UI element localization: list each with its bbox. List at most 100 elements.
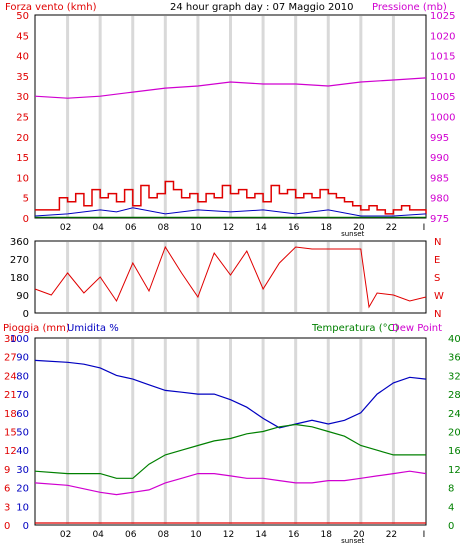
pressure-y-tick-3: 990 [430,153,449,164]
wind-y-tick-5: 25 [16,113,29,124]
humidity-y-tick-7: 70 [16,390,29,401]
x-tick-label-0-11: I [423,223,426,233]
x-tick-label-1-10: 22 [386,530,397,540]
rain-y-tick-3: 9 [4,465,10,476]
x-tick-label-0-3: 08 [158,223,170,233]
wind-y-tick-2: 10 [16,173,29,184]
direction-y-tick-1: 90 [16,291,29,302]
x-tick-label-1-6: 14 [255,530,267,540]
sunset-label-0: sunset [341,230,364,238]
direction-y-tick-0: 0 [23,309,29,320]
x-tick-label-0-1: 04 [92,223,104,233]
temperature-y-tick-2: 8 [448,484,454,495]
compass-y-tick-4: N [434,237,441,248]
x-tick-label-0-10: 22 [386,223,397,233]
wind-y-tick-0: 0 [23,214,29,225]
pressure-y-tick-10: 1025 [430,11,455,22]
pressure-y-tick-9: 1020 [430,31,455,42]
pressure-y-tick-1: 980 [430,194,449,205]
wind-y-tick-10: 50 [16,11,29,22]
dewpoint-axis-title: Dew Point [392,323,442,334]
rain-y-tick-10: 30 [4,334,17,345]
wind-gust-line [35,180,427,215]
chart-title: 24 hour graph day : 07 Maggio 2010 [170,2,353,13]
pressure-y-tick-0: 975 [430,214,449,225]
pressure-y-tick-6: 1005 [430,92,455,103]
direction-y-tick-3: 270 [10,255,29,266]
x-tick-label-1-1: 04 [92,530,104,540]
pressure-y-tick-4: 995 [430,133,449,144]
x-tick-label-1-5: 12 [223,530,234,540]
wind-y-tick-6: 30 [16,92,29,103]
sunset-label-1: sunset [341,537,364,545]
dewpoint-line [34,470,427,496]
humidity-y-tick-0: 0 [23,521,29,532]
x-tick-label-1-11: I [423,530,426,540]
compass-y-tick-3: E [434,255,440,266]
humidity-y-tick-5: 50 [16,428,29,439]
pressure-axis-title: Pressione (mb) [372,2,447,13]
x-tick-label-1-7: 16 [288,530,300,540]
humidity-y-tick-6: 60 [16,409,29,420]
temperature-y-tick-8: 32 [448,371,460,382]
temperature-y-tick-0: 0 [448,521,454,532]
wind-y-tick-1: 5 [23,194,29,205]
direction-line [34,245,427,309]
rain-axis-title: Pioggia (mm) [3,323,70,334]
temperature-y-tick-1: 4 [448,502,454,513]
pressure-y-tick-5: 1000 [430,113,455,124]
x-tick-label-0-7: 16 [288,223,300,233]
temperature-y-tick-9: 36 [448,353,460,364]
rain-y-tick-9: 27 [4,353,17,364]
humidity-y-tick-8: 80 [16,371,29,382]
x-tick-label-1-3: 08 [158,530,170,540]
direction-y-tick-4: 360 [10,237,29,248]
humidity-y-tick-2: 20 [16,484,29,495]
wind-y-tick-7: 35 [16,72,29,83]
temperature-y-tick-5: 20 [448,428,460,439]
x-tick-label-1-2: 06 [125,530,137,540]
wind-y-tick-8: 40 [16,52,29,63]
humidity-y-tick-3: 30 [16,465,29,476]
rain-y-tick-2: 6 [4,484,10,495]
temperature-line [34,423,426,479]
x-tick-label-0-8: 18 [321,223,333,233]
panel-wind-frame [34,14,427,219]
pressure-line [34,77,427,99]
humidity-line [34,359,427,429]
temperature-y-tick-3: 12 [448,465,460,476]
rain-y-tick-6: 18 [4,409,17,420]
direction-y-tick-2: 180 [10,273,29,284]
temperature-axis-title: Temperatura (°C) [311,323,399,334]
compass-y-tick-2: S [434,273,440,284]
x-tick-label-0-0: 02 [60,223,71,233]
x-tick-label-0-6: 14 [255,223,267,233]
x-tick-label-0-2: 06 [125,223,137,233]
data-layer [34,77,427,524]
wind-y-tick-9: 45 [16,31,29,42]
humidity-y-tick-1: 10 [16,502,29,513]
x-tick-label-0-5: 12 [223,223,234,233]
wind-y-tick-3: 15 [16,153,29,164]
grid-layer [66,16,395,524]
humidity-y-tick-10: 100 [10,334,29,345]
pressure-y-tick-7: 1010 [430,72,455,83]
panel-direction-frame [34,240,427,314]
rain-y-tick-1: 3 [4,502,10,513]
x-tick-label-1-9: 20 [353,530,365,540]
humidity-y-tick-4: 40 [16,446,29,457]
pressure-y-tick-8: 1015 [430,52,455,63]
temperature-y-tick-4: 16 [448,446,460,457]
compass-y-tick-0: N [434,309,441,320]
wind-axis-title: Forza vento (kmh) [5,2,97,13]
x-tick-label-1-4: 10 [190,530,202,540]
temperature-y-tick-6: 24 [448,409,460,420]
rain-y-tick-7: 21 [4,390,17,401]
x-tick-label-1-8: 18 [321,530,333,540]
x-tick-label-1-0: 02 [60,530,71,540]
temperature-y-tick-10: 40 [448,334,460,345]
compass-y-tick-1: W [434,291,444,302]
rain-y-tick-8: 24 [4,371,17,382]
